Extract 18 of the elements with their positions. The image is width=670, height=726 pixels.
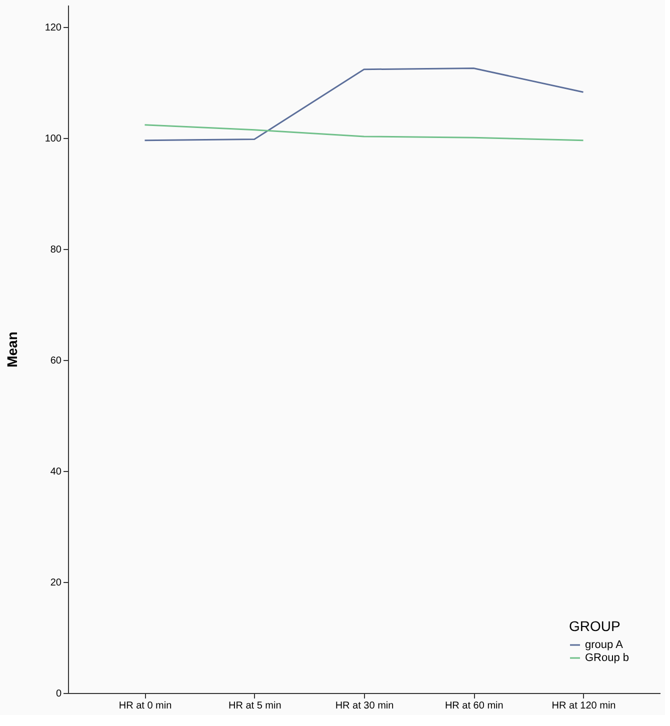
y-tick-label: 0 — [56, 688, 62, 700]
y-tick-label: 120 — [44, 22, 62, 34]
line-series — [144, 124, 584, 142]
legend-label: GRoup b — [585, 652, 630, 664]
y-tick-label: 80 — [50, 244, 62, 256]
y-tick-label: 60 — [50, 356, 62, 367]
legend-label: group A — [585, 639, 624, 651]
y-tick-label: 40 — [50, 466, 62, 478]
x-tick-label: HR at 5 min — [228, 700, 282, 712]
x-tick-label: HR at 0 min — [118, 700, 172, 712]
y-tick-label: 100 — [44, 134, 62, 145]
x-tick-label: HR at 30 min — [335, 700, 394, 712]
x-tick-label: HR at 60 min — [444, 700, 504, 712]
y-tick-label: 20 — [50, 578, 62, 589]
y-axis-title: Mean — [4, 332, 20, 368]
line-series — [144, 68, 584, 142]
legend-title: GROUP — [569, 618, 620, 634]
x-tick-label: HR at 120 min — [552, 700, 616, 712]
